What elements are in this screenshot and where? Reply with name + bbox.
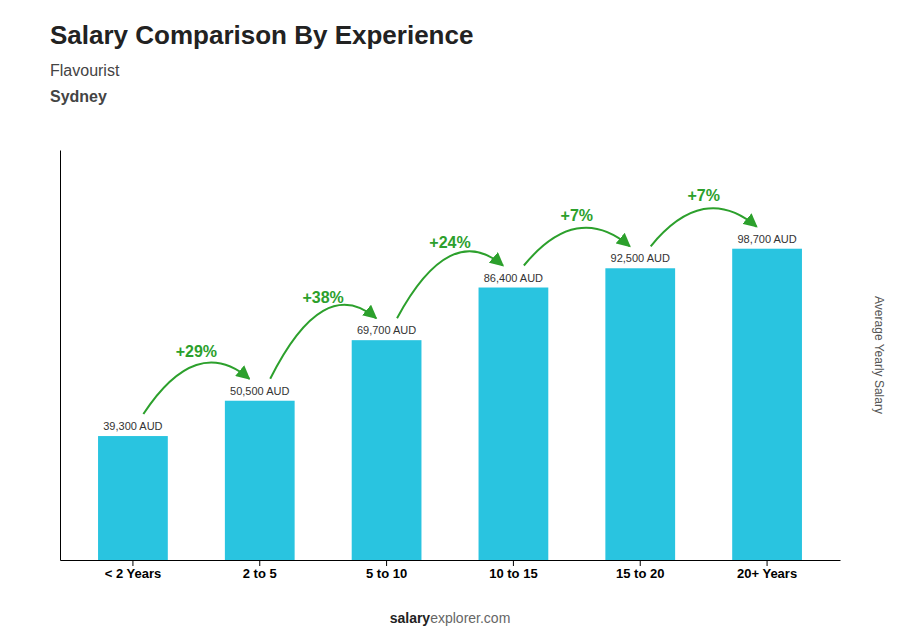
- x-tick-label: 20+ Years: [737, 566, 797, 581]
- footer-part: explorer.com: [430, 610, 510, 626]
- x-axis-line: [61, 560, 841, 561]
- change-arrow: [397, 251, 503, 318]
- x-tick: 15 to 20: [616, 560, 664, 581]
- bar: [225, 401, 295, 560]
- y-axis-line: [60, 151, 61, 561]
- footer: salaryexplorer.com: [390, 610, 511, 626]
- data-label: 39,300 AUD: [103, 420, 162, 432]
- title: Salary Comparison By Experience: [50, 20, 473, 50]
- change-label: +29%: [176, 343, 217, 360]
- data-label: 69,700 AUD: [357, 324, 416, 336]
- data-label: 92,500 AUD: [611, 252, 670, 264]
- x-tick-mark: [259, 560, 260, 566]
- footer-part: salary: [390, 610, 431, 626]
- x-tick-label: 5 to 10: [366, 566, 407, 581]
- change-label: +24%: [429, 234, 470, 251]
- change-label: +38%: [302, 289, 343, 306]
- y-axis: [60, 151, 61, 561]
- bar: [732, 249, 802, 560]
- x-tick-mark: [132, 560, 133, 566]
- x-tick: < 2 Years: [105, 560, 162, 581]
- subtitle: Flavourist: [50, 62, 120, 79]
- bar: [479, 288, 549, 560]
- x-tick-label: 15 to 20: [616, 566, 664, 581]
- change-arrows: [143, 208, 756, 414]
- bar: [98, 436, 168, 560]
- x-tick-mark: [640, 560, 641, 566]
- subtitle: Sydney: [50, 88, 107, 105]
- x-tick-label: 10 to 15: [489, 566, 537, 581]
- texts: +29% +38% +24% +7% +7% 39,300 AUD 50,500 AUD 69…: [103, 187, 797, 432]
- x-axis: < 2 Years 2 to 5 5 to 10 10 to 15 15 to 20 20…: [61, 560, 841, 581]
- x-tick: 2 to 5: [243, 560, 277, 581]
- bars: [98, 249, 802, 560]
- change-label: +7%: [687, 187, 719, 204]
- data-label: 86,400 AUD: [484, 272, 543, 284]
- x-tick-mark: [767, 560, 768, 566]
- x-tick-mark: [513, 560, 514, 566]
- bar: [352, 340, 422, 560]
- bar: [605, 268, 675, 560]
- x-tick-mark: [386, 560, 387, 566]
- x-tick: 5 to 10: [366, 560, 407, 581]
- chart: Salary Comparison By Experience Flavouris…: [0, 0, 900, 641]
- y-axis-title: Average Yearly Salary: [872, 296, 886, 414]
- x-tick-label: 2 to 5: [243, 566, 277, 581]
- change-arrow: [270, 305, 376, 379]
- plot: +29% +38% +24% +7% +7% 39,300 AUD 50,500 AUD 69…: [61, 151, 841, 582]
- data-label: 50,500 AUD: [230, 385, 289, 397]
- change-label: +7%: [561, 207, 593, 224]
- x-tick: 10 to 15: [489, 560, 537, 581]
- x-tick: 20+ Years: [737, 560, 797, 581]
- data-label: 98,700 AUD: [737, 233, 796, 245]
- x-tick-label: < 2 Years: [105, 566, 162, 581]
